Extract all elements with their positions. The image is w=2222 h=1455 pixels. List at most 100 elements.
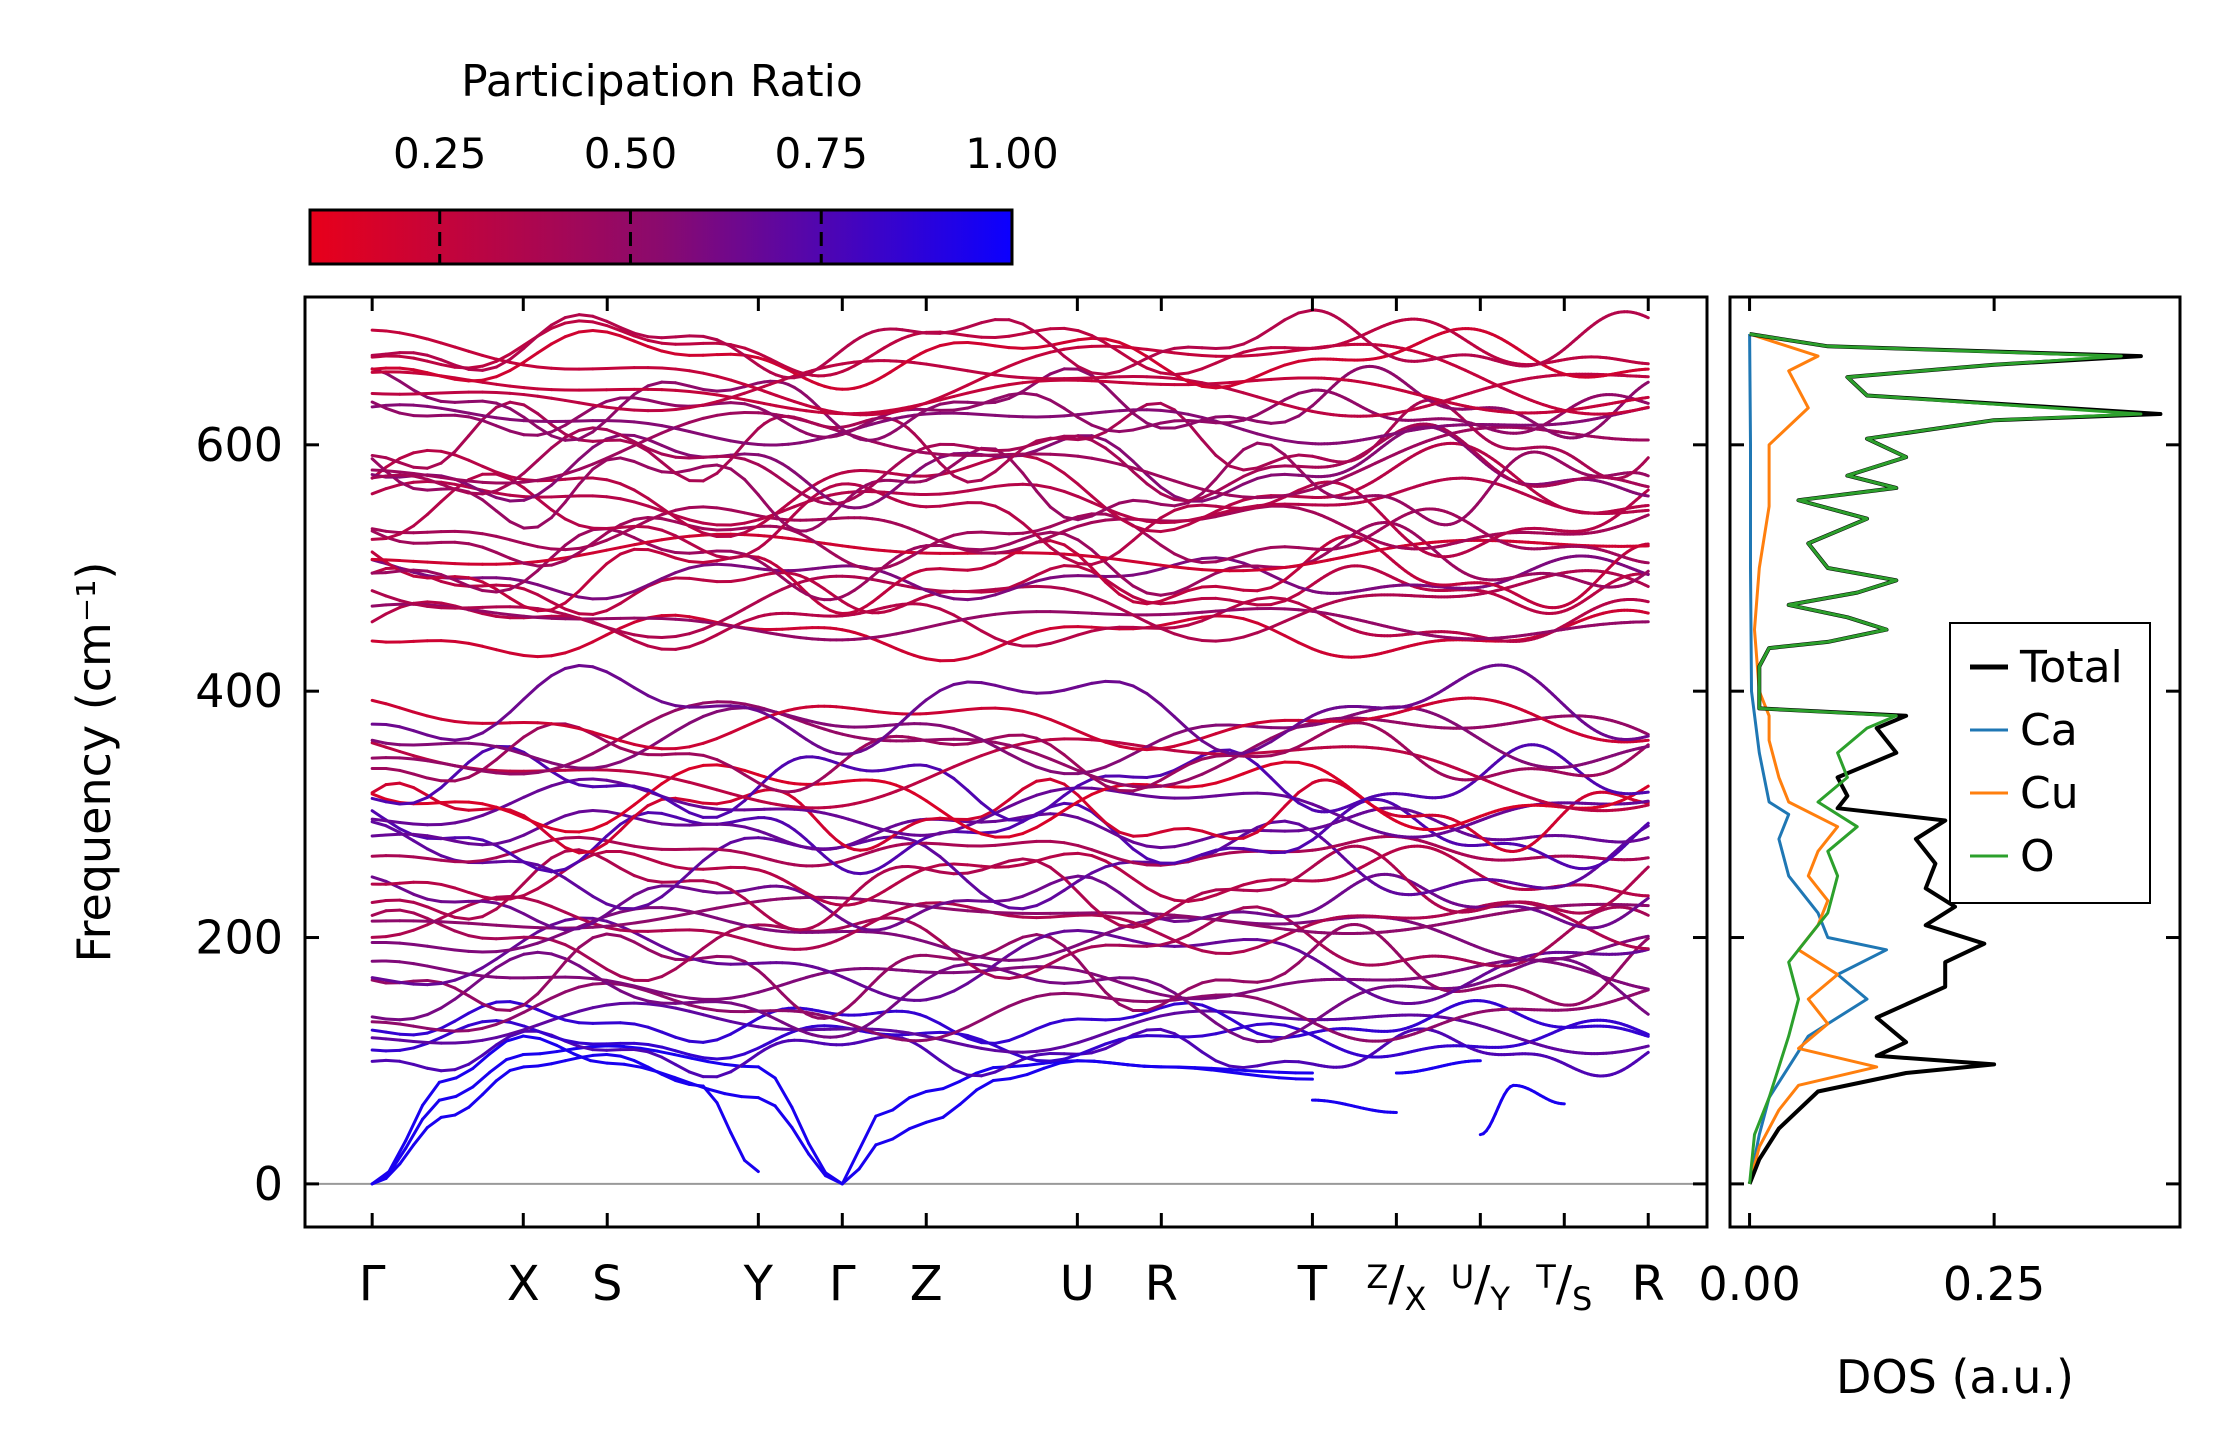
phonon-band-segment xyxy=(646,857,664,865)
phonon-band-segment xyxy=(1241,1064,1259,1070)
colorbar-tick-label: 0.75 xyxy=(774,129,868,178)
phonon-band-segment xyxy=(632,844,650,850)
phonon-band-segment xyxy=(467,921,484,926)
phonon-band-segment xyxy=(577,982,595,989)
phonon-band-segment xyxy=(646,1050,664,1059)
phonon-band-segment xyxy=(674,994,691,1000)
phonon-band-segment xyxy=(467,949,484,954)
phonon-band-segment xyxy=(1297,922,1314,931)
phonon-band-segment xyxy=(1007,906,1025,911)
phonon-band-segment xyxy=(1283,1029,1301,1040)
phonon-band-segment xyxy=(701,959,719,965)
phonon-band-segment xyxy=(605,925,622,932)
phonon-band-segment xyxy=(425,856,443,862)
phonon-band-segment xyxy=(1145,773,1163,779)
phonon-band-segment xyxy=(938,870,956,876)
phonon-band-segment xyxy=(979,830,997,835)
phonon-band-segment xyxy=(480,856,498,863)
phonon-band-segment xyxy=(1145,794,1163,799)
phonon-band-segment xyxy=(687,798,705,805)
phonon-band-segment xyxy=(687,928,705,933)
phonon-band-segment xyxy=(979,832,997,839)
phonon-band-segment xyxy=(1048,965,1066,970)
phonon-band-segment xyxy=(508,1010,526,1021)
phonon-band-segment xyxy=(480,842,498,847)
phonon-band-segment xyxy=(966,879,983,895)
phonon-band-segment xyxy=(563,1009,581,1018)
phonon-band-segment xyxy=(1048,877,1066,886)
phonon-band-segment xyxy=(1062,949,1080,959)
phonon-band-segment xyxy=(404,1103,425,1143)
phonon-band-segment xyxy=(979,819,997,824)
phonon-band-segment xyxy=(646,1043,664,1049)
phonon-band-segment xyxy=(1048,865,1066,880)
phonon-band-segment xyxy=(1200,893,1218,901)
phonon-band-segment xyxy=(494,923,512,928)
phonon-band-segment xyxy=(425,1115,443,1130)
phonon-band-segment xyxy=(494,1017,512,1026)
phonon-band-segment xyxy=(715,807,733,812)
phonon-band-segment xyxy=(1021,1049,1039,1054)
phonon-band-segment xyxy=(715,1008,733,1013)
phonon-band-segment xyxy=(807,1152,828,1178)
phonon-band-segment xyxy=(563,876,581,889)
phonon-band-segment xyxy=(398,908,416,915)
phonon-band-segment xyxy=(398,1022,416,1028)
phonon-band-segment xyxy=(421,1098,441,1121)
phonon-band-segment xyxy=(1241,847,1259,853)
phonon-band-segment xyxy=(1255,791,1273,796)
phonon-band-segment xyxy=(1214,792,1232,798)
phonon-band-segment xyxy=(1145,886,1163,898)
phonon-band-segment xyxy=(743,866,760,872)
phonon-band-segment xyxy=(398,886,416,896)
phonon-band-segment xyxy=(687,822,705,827)
phonon-band-segment xyxy=(966,868,983,875)
phonon-band-segment xyxy=(729,1024,747,1036)
phonon-band-segment xyxy=(412,978,429,983)
phonon-band-segment xyxy=(924,816,942,821)
phonon-band-segment xyxy=(412,942,429,948)
phonon-band-segment xyxy=(952,907,970,913)
phonon-band-segment xyxy=(674,1078,691,1086)
phonon-band-segment xyxy=(1062,929,1080,933)
colorbar-tick-label: 0.25 xyxy=(393,129,487,178)
phonon-band-segment xyxy=(1007,999,1025,1008)
phonon-band-segment xyxy=(1007,787,1025,802)
phonon-band-segment xyxy=(467,750,484,764)
phonon-band-segment xyxy=(1048,1018,1066,1026)
phonon-band-segment xyxy=(701,848,719,863)
phonon-band-segment xyxy=(1104,1026,1121,1035)
phonon-band-segment xyxy=(563,810,581,818)
phonon-band-segment xyxy=(646,947,664,958)
phonon-band-segment xyxy=(398,1032,416,1037)
phonon-band-segment xyxy=(729,901,747,908)
phonon-band-segment xyxy=(549,780,567,788)
phonon-band-segment xyxy=(404,1117,425,1150)
phonon-band-segment xyxy=(370,1020,388,1024)
phonon-band-segment xyxy=(1283,1006,1301,1017)
phonon-band-segment xyxy=(1283,1016,1301,1021)
phonon-band-segment xyxy=(743,816,760,821)
phonon-band-segment xyxy=(1035,789,1052,797)
phonon-band-segment xyxy=(467,915,484,921)
phonon-band-segment xyxy=(660,954,678,961)
phonon-band-segment xyxy=(1062,874,1080,881)
phonon-band-segment xyxy=(632,784,650,792)
phonon-band-segment xyxy=(1241,980,1259,984)
phonon-band-segment xyxy=(632,770,650,776)
phonon-band-segment xyxy=(577,777,595,782)
phonon-band-segment xyxy=(1269,971,1287,982)
phonon-band-segment xyxy=(993,900,1011,910)
phonon-band-segment xyxy=(656,1070,676,1079)
phonon-band-segment xyxy=(591,849,609,857)
phonon-band-segment xyxy=(993,1004,1011,1015)
phonon-band-segment xyxy=(618,769,636,774)
phonon-band-segment xyxy=(563,910,581,920)
phonon-band-segment xyxy=(701,1013,719,1020)
phonon-band-segment xyxy=(1048,1045,1066,1051)
phonon-band-segment xyxy=(979,1041,997,1045)
phonon-band-segment xyxy=(577,827,595,834)
phonon-band-segment xyxy=(398,1016,416,1022)
phonon-band-segment xyxy=(1090,854,1108,863)
phonon-band-segment xyxy=(384,881,402,886)
